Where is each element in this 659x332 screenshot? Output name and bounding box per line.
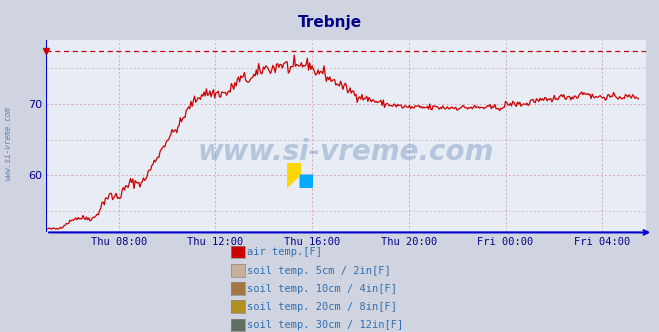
Text: Trebnje: Trebnje	[297, 15, 362, 30]
Text: www.si-vreme.com: www.si-vreme.com	[3, 106, 13, 180]
Text: soil temp. 5cm / 2in[F]: soil temp. 5cm / 2in[F]	[247, 266, 391, 276]
Bar	[300, 175, 313, 188]
Text: soil temp. 30cm / 12in[F]: soil temp. 30cm / 12in[F]	[247, 320, 403, 330]
Text: soil temp. 10cm / 4in[F]: soil temp. 10cm / 4in[F]	[247, 284, 397, 294]
Polygon shape	[287, 175, 300, 188]
Text: air temp.[F]: air temp.[F]	[247, 247, 322, 257]
Bar	[287, 163, 300, 175]
Polygon shape	[300, 175, 313, 188]
Text: www.si-vreme.com: www.si-vreme.com	[198, 137, 494, 166]
Text: soil temp. 20cm / 8in[F]: soil temp. 20cm / 8in[F]	[247, 302, 397, 312]
